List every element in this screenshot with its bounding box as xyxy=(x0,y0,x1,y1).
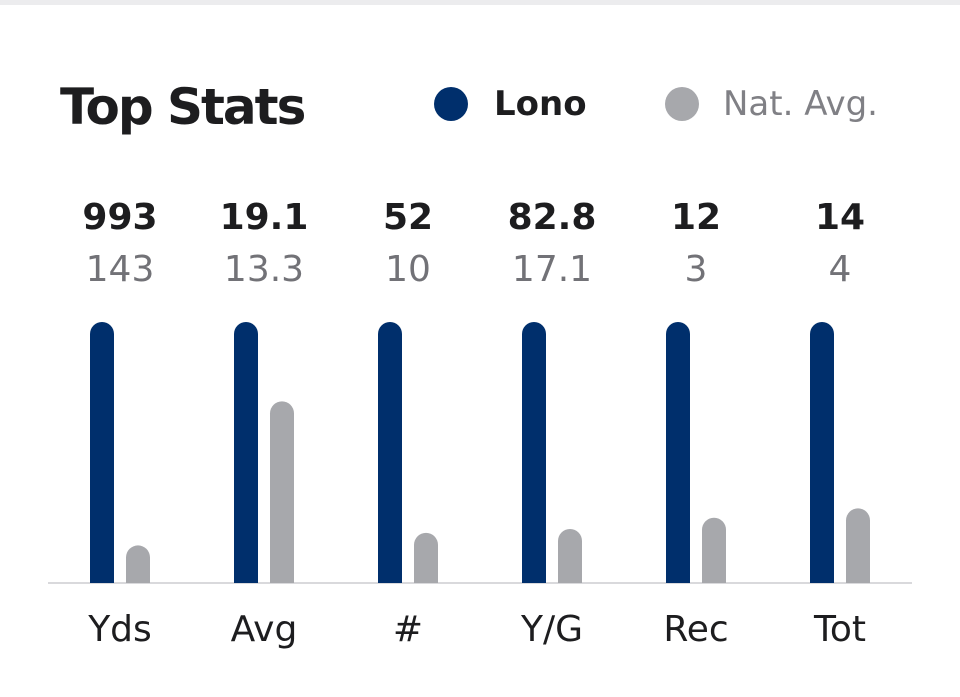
value-secondary-count: 10 xyxy=(385,249,431,290)
value-secondary-tot: 4 xyxy=(828,249,852,290)
category-label-tot: Tot xyxy=(813,609,866,650)
legend-item-secondary: Nat. Avg. xyxy=(665,84,878,124)
category-label-rec: Rec xyxy=(663,609,729,650)
bar-secondary-yds xyxy=(126,545,150,583)
legend-dot-primary-icon xyxy=(434,87,468,121)
legend-label-primary: Lono xyxy=(494,84,587,124)
value-column-yg: 82.8 17.1 xyxy=(482,194,622,294)
bar-secondary-yg xyxy=(558,528,582,583)
category-label-yg: Y/G xyxy=(520,609,583,650)
bar-primary-yds xyxy=(90,322,114,583)
chart-title: Top Stats xyxy=(60,78,306,136)
category-label-yds: Yds xyxy=(88,609,152,650)
value-secondary-yds: 143 xyxy=(85,249,155,290)
bar-secondary-count xyxy=(414,532,438,583)
bar-primary-count xyxy=(378,322,402,583)
value-primary-avg: 19.1 xyxy=(219,197,309,238)
bar-primary-yg xyxy=(522,322,546,583)
value-secondary-rec: 3 xyxy=(684,249,708,290)
legend-dot-secondary-icon xyxy=(665,87,699,121)
value-secondary-yg: 17.1 xyxy=(511,249,593,290)
value-primary-count: 52 xyxy=(382,197,434,238)
bar-primary-tot xyxy=(810,322,834,583)
value-column-rec: 12 3 xyxy=(626,194,766,294)
value-column-tot: 14 4 xyxy=(770,194,910,294)
value-primary-yds: 993 xyxy=(82,197,158,238)
value-primary-rec: 12 xyxy=(670,197,722,238)
legend-label-secondary: Nat. Avg. xyxy=(723,84,878,124)
value-primary-yg: 82.8 xyxy=(507,197,597,238)
bar-secondary-tot xyxy=(846,508,870,583)
value-column-count: 52 10 xyxy=(338,194,478,294)
top-divider xyxy=(0,0,960,5)
value-primary-tot: 14 xyxy=(814,197,866,238)
legend-item-primary: Lono xyxy=(434,84,587,124)
value-secondary-avg: 13.3 xyxy=(223,249,305,290)
bar-secondary-rec xyxy=(702,517,726,583)
bar-primary-avg xyxy=(234,322,258,583)
value-column-yds: 993 143 xyxy=(50,194,190,294)
bar-primary-rec xyxy=(666,322,690,583)
bar-secondary-avg xyxy=(270,401,294,583)
category-label-avg: Avg xyxy=(230,609,298,650)
value-column-avg: 19.1 13.3 xyxy=(194,194,334,294)
category-label-count: # xyxy=(392,609,424,650)
